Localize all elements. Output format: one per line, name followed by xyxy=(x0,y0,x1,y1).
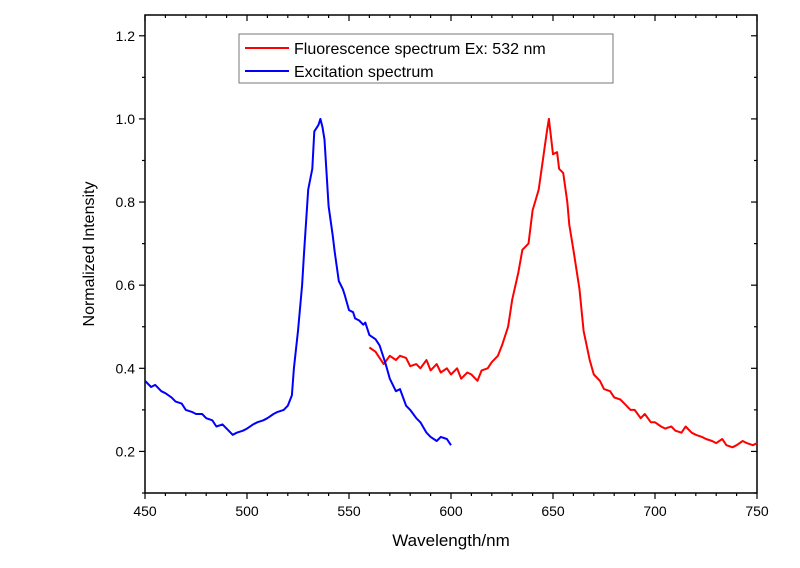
y-axis-label: Normalized Intensity xyxy=(81,182,98,327)
legend-box xyxy=(238,33,614,84)
axis-ticks: 450 500 550 600 650 700 750 0.2 0.4 0.6 0.8 1.0 1.2 xyxy=(116,15,769,519)
y-tick-label: 0.2 xyxy=(116,443,136,459)
y-tick-label: 0.6 xyxy=(116,277,136,293)
series-lines xyxy=(144,117,758,449)
legend: Fluorescence spectrum Ex: 532 nm Excitat… xyxy=(238,33,614,84)
x-tick-label: 650 xyxy=(541,503,565,519)
x-tick-label: 500 xyxy=(235,503,259,519)
plot-frame xyxy=(144,14,758,494)
x-tick-label: 750 xyxy=(745,503,769,519)
y-tick-label: 0.8 xyxy=(116,194,136,210)
y-tick-label: 1.0 xyxy=(116,111,136,127)
legend-label-fluorescence: Fluorescence spectrum Ex: 532 nm xyxy=(294,41,546,58)
x-axis-label: Wavelength/nm xyxy=(392,531,509,550)
x-tick-label: 550 xyxy=(337,503,361,519)
fluorescence-spectrum-line xyxy=(368,117,758,449)
x-tick-label: 450 xyxy=(133,503,157,519)
x-tick-label: 600 xyxy=(439,503,463,519)
excitation-spectrum-line xyxy=(144,117,452,446)
x-tick-label: 700 xyxy=(643,503,667,519)
legend-label-excitation: Excitation spectrum xyxy=(294,64,434,81)
y-tick-label: 1.2 xyxy=(116,28,136,44)
y-tick-label: 0.4 xyxy=(116,360,136,376)
